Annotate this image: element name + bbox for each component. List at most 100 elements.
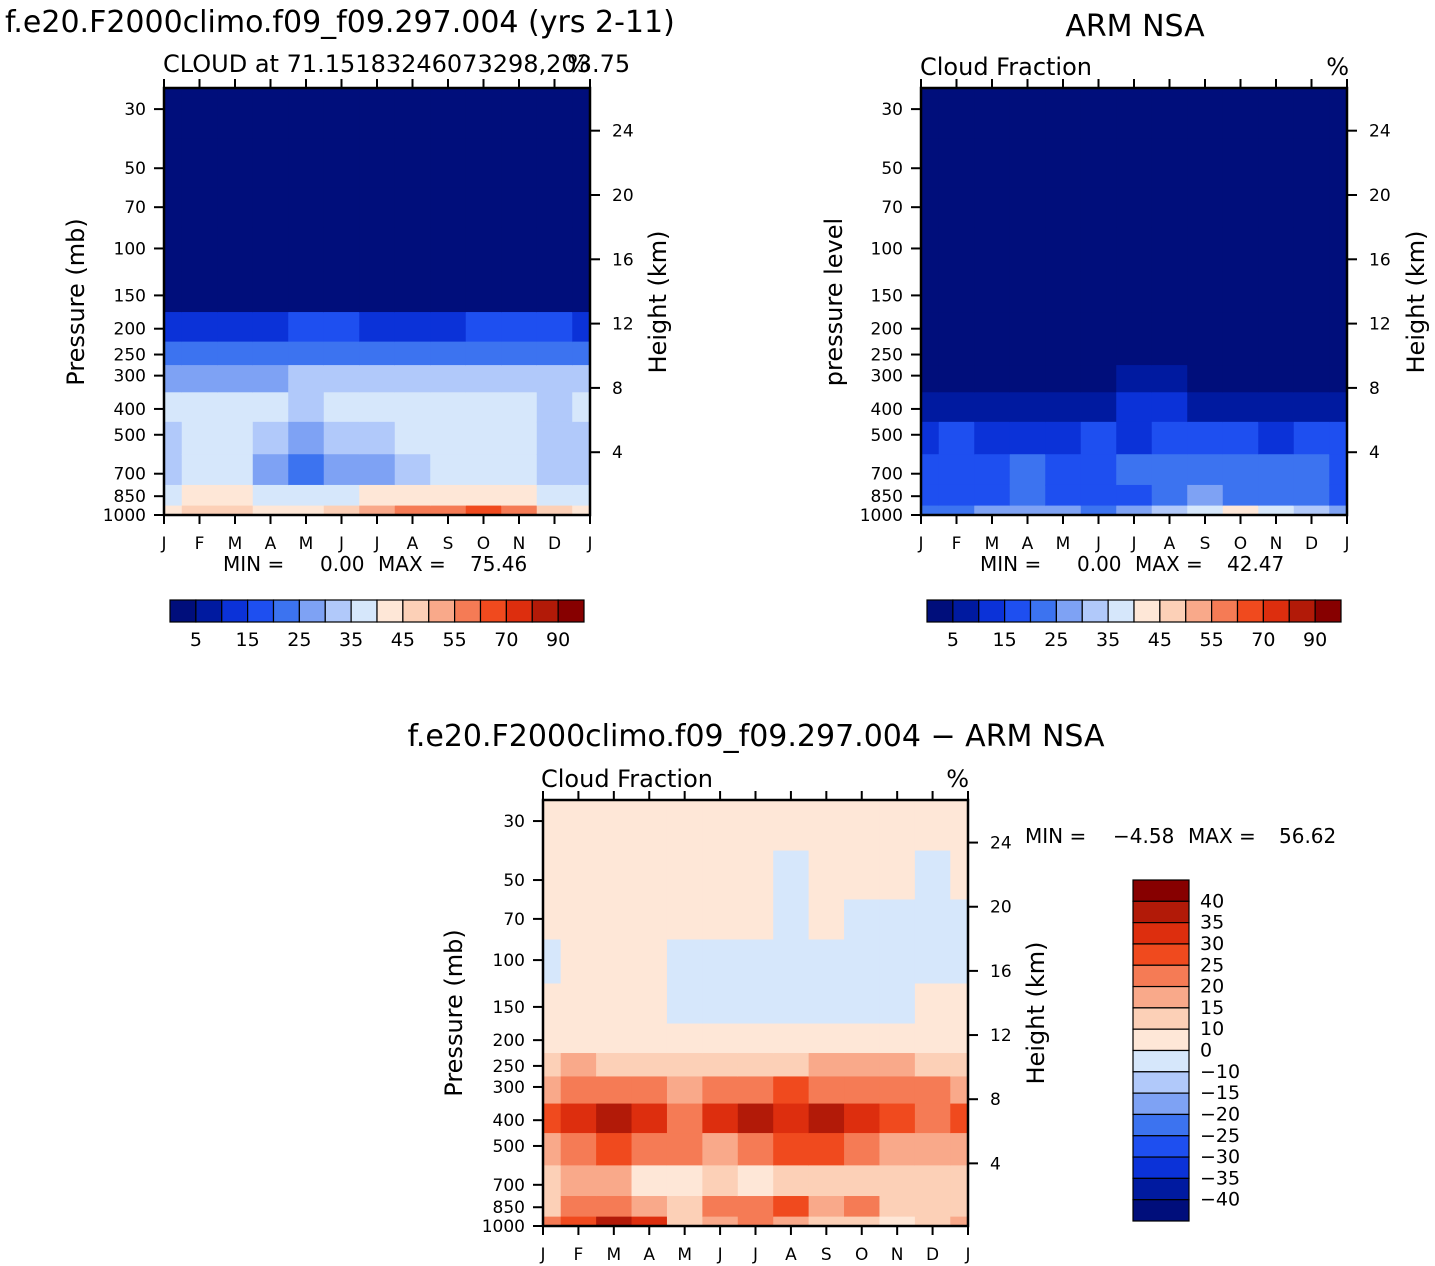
heatmap-cell (631, 850, 668, 901)
heatmap-cell (938, 312, 975, 343)
y-tick-right-label: 24 (612, 122, 634, 142)
heatmap-cell (164, 88, 183, 100)
heatmap-cell (543, 983, 562, 1025)
heatmap-cell (879, 1133, 916, 1166)
heatmap-cell (288, 88, 325, 100)
heatmap-cell (950, 1133, 969, 1166)
heatmap-cell (572, 421, 591, 455)
heatmap-cell (879, 939, 916, 985)
y-tick-right-label: 12 (612, 315, 634, 335)
heatmap-cell (702, 983, 739, 1025)
heatmap-cell (217, 392, 254, 423)
heatmap-cell (1009, 98, 1046, 140)
heatmap-cell (1116, 312, 1153, 343)
heatmap-cell (1187, 341, 1224, 366)
heatmap-cell (1329, 98, 1348, 140)
heatmap-cell (844, 1133, 881, 1166)
heatmap-cell (914, 983, 951, 1025)
heatmap-cell (572, 271, 591, 313)
heatmap-cell (596, 983, 633, 1025)
y-tick-right-label: 24 (990, 834, 1012, 854)
heatmap-cell (596, 939, 633, 985)
heatmap-cell (1258, 138, 1295, 189)
heatmap-cell (737, 1103, 774, 1134)
heatmap-cell (702, 1216, 739, 1227)
heatmap-cell (1045, 341, 1082, 366)
y-tick-label: 1000 (482, 1217, 525, 1237)
colorbar-label: 55 (1200, 629, 1224, 651)
model-min-label: MIN = (223, 552, 284, 576)
x-tick-label: J (1130, 534, 1136, 554)
heatmap-cell (1080, 421, 1117, 455)
heatmap-cell (543, 1133, 562, 1166)
heatmap-cell (501, 454, 538, 486)
y-tick-right-label: 8 (990, 1090, 1001, 1110)
heatmap-cell (737, 800, 774, 812)
heatmap-cell (737, 1076, 774, 1105)
heatmap-cell (950, 1076, 969, 1105)
heatmap-cell (288, 312, 325, 343)
heatmap-cell (879, 1216, 916, 1227)
heatmap-cell (1009, 505, 1046, 516)
heatmap-cell (1151, 421, 1188, 455)
heatmap-cell (1151, 484, 1188, 507)
heatmap-cell (536, 421, 573, 455)
heatmap-cell (164, 484, 183, 507)
heatmap-cell (879, 800, 916, 812)
heatmap-cell (252, 454, 289, 486)
x-tick-label: S (821, 1245, 832, 1265)
heatmap-cell (879, 1196, 916, 1218)
heatmap-cell (921, 365, 940, 393)
heatmap-cell (164, 392, 183, 423)
heatmap-cell (1258, 187, 1295, 229)
heatmap-cell (560, 983, 597, 1025)
heatmap-cell (666, 1023, 703, 1054)
heatmap-cell (323, 227, 360, 273)
heatmap-cell (572, 187, 591, 229)
y-tick-label: 1000 (103, 506, 146, 526)
heatmap-cell (394, 421, 431, 455)
x-tick-label: S (1200, 534, 1211, 554)
heatmap-cell (359, 365, 396, 393)
heatmap-cell (430, 392, 467, 423)
heatmap-cell (1222, 227, 1259, 273)
heatmap-cell (773, 1103, 810, 1134)
heatmap-cell (536, 365, 573, 393)
heatmap-cell (501, 365, 538, 393)
heatmap-cell (1187, 505, 1224, 516)
heatmap-cell (631, 1103, 668, 1134)
heatmap-cell (394, 88, 431, 100)
heatmap-cell (217, 138, 254, 189)
heatmap-cell (914, 850, 951, 901)
heatmap-cell (543, 1165, 562, 1197)
y-tick-right-label: 20 (612, 186, 634, 206)
heatmap-cell (666, 1053, 703, 1078)
heatmap-cell (359, 421, 396, 455)
heatmap-cell (1222, 392, 1259, 423)
heatmap-cell (844, 1023, 881, 1054)
heatmap-cell (1045, 187, 1082, 229)
x-tick-label: N (891, 1245, 904, 1265)
heatmap-cell (536, 341, 573, 366)
heatmap-cell (921, 454, 940, 486)
heatmap-cell (543, 1023, 562, 1054)
heatmap-cell (974, 187, 1011, 229)
heatmap-cell (596, 1103, 633, 1134)
colorbar-box (557, 599, 585, 623)
heatmap-cell (974, 454, 1011, 486)
heatmap-cell (217, 227, 254, 273)
heatmap-cell (164, 454, 183, 486)
heatmap-cell (288, 392, 325, 423)
heatmap-cell (164, 271, 183, 313)
colorbar-label: 90 (1303, 629, 1327, 651)
heatmap-cell (1045, 484, 1082, 507)
colorbar-box (1132, 1028, 1190, 1052)
heatmap-cell (288, 227, 325, 273)
heatmap-cell (1080, 341, 1117, 366)
heatmap-cell (879, 899, 916, 941)
heatmap-cell (808, 1196, 845, 1218)
heatmap-cell (430, 88, 467, 100)
heatmap-cell (465, 271, 502, 313)
heatmap-cell (572, 365, 591, 393)
